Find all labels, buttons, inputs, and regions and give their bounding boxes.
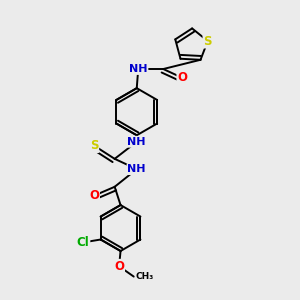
Text: S: S: [90, 139, 98, 152]
Text: NH: NH: [128, 164, 146, 174]
Text: NH: NH: [128, 137, 146, 147]
Text: S: S: [203, 34, 212, 48]
Text: O: O: [114, 260, 124, 273]
Text: O: O: [177, 71, 188, 84]
Text: CH₃: CH₃: [135, 272, 154, 281]
Text: NH: NH: [129, 64, 148, 74]
Text: O: O: [89, 189, 99, 202]
Text: Cl: Cl: [76, 236, 89, 249]
